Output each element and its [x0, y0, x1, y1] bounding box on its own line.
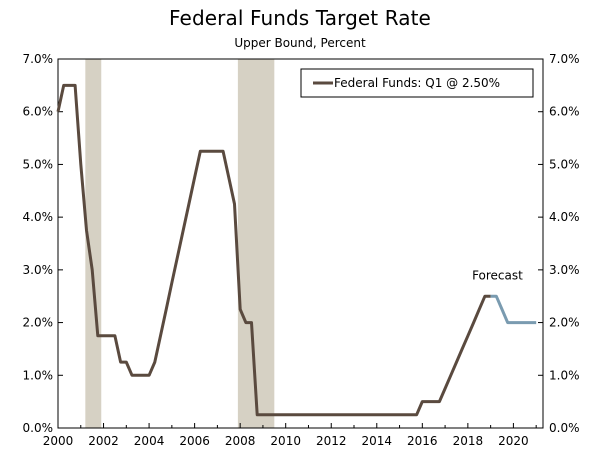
y-tick-label-left: 0.0%: [23, 421, 54, 435]
y-tick-label-left: 2.0%: [23, 316, 54, 330]
y-tick-label-right: 2.0%: [549, 316, 580, 330]
x-tick-label: 2016: [407, 434, 438, 448]
y-tick-label-right: 0.0%: [549, 421, 580, 435]
y-tick-label-left: 1.0%: [23, 368, 54, 382]
x-tick-label: 2020: [498, 434, 529, 448]
y-tick-label-left: 5.0%: [23, 157, 54, 171]
x-tick-label: 2006: [179, 434, 210, 448]
x-tick-label: 2010: [270, 434, 301, 448]
y-tick-label-left: 3.0%: [23, 263, 54, 277]
y-tick-label-right: 1.0%: [549, 368, 580, 382]
recession-band: [237, 59, 275, 428]
y-tick-label-left: 7.0%: [23, 52, 54, 66]
x-tick-label: 2000: [43, 434, 74, 448]
y-tick-label-right: 5.0%: [549, 157, 580, 171]
plot-frame: [57, 58, 544, 429]
forecast-annotation: Forecast: [472, 268, 523, 282]
federal-funds-line: [56, 83, 491, 417]
chart-title: Federal Funds Target Rate: [169, 6, 431, 30]
x-tick-label: 2004: [134, 434, 165, 448]
x-tick-label: 2018: [453, 434, 484, 448]
y-tick-label-right: 3.0%: [549, 263, 580, 277]
legend-box: [300, 68, 534, 98]
chart-subtitle: Upper Bound, Percent: [234, 36, 366, 50]
x-tick-label: 2002: [88, 434, 119, 448]
y-tick-label-left: 6.0%: [23, 105, 54, 119]
legend-label: Federal Funds: Q1 @ 2.50%: [334, 76, 500, 90]
x-tick-label: 2012: [316, 434, 347, 448]
x-tick-label: 2008: [225, 434, 256, 448]
x-tick-label: 2014: [362, 434, 393, 448]
y-tick-label-right: 7.0%: [549, 52, 580, 66]
y-tick-label-right: 6.0%: [549, 105, 580, 119]
y-tick-label-right: 4.0%: [549, 210, 580, 224]
y-tick-label-left: 4.0%: [23, 210, 54, 224]
forecast-line: [490, 294, 537, 325]
